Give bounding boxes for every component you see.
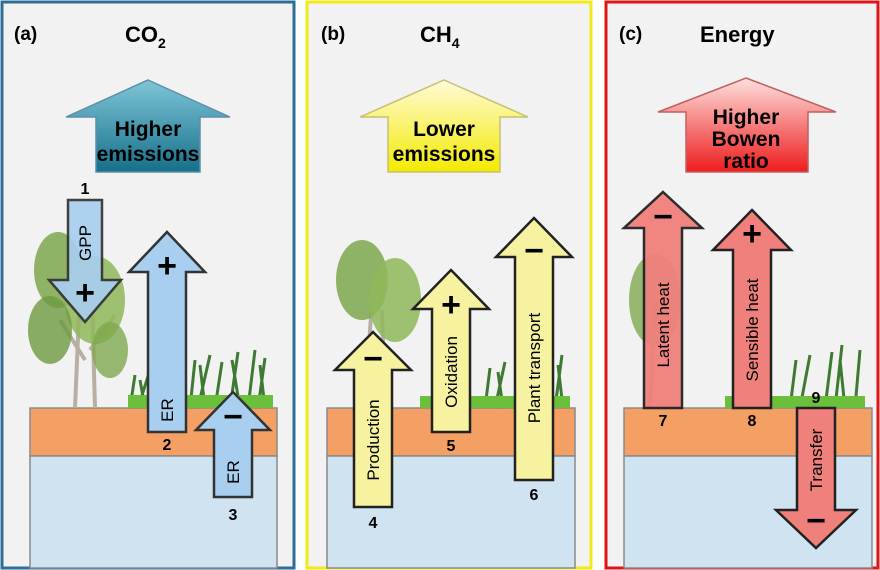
flux-sign: − bbox=[806, 502, 826, 540]
summary-line-2: emissions bbox=[393, 143, 496, 166]
flux-number: 7 bbox=[659, 413, 668, 430]
flux-label: ER bbox=[158, 398, 177, 422]
summary-arrow: Lower emissions bbox=[359, 79, 529, 173]
panel-title: Energy bbox=[700, 22, 775, 47]
tree-illustration bbox=[336, 240, 421, 409]
panel-title: CO2 bbox=[125, 22, 166, 51]
flux-label: Oxidation bbox=[442, 336, 461, 408]
flux-sign: + bbox=[742, 215, 762, 253]
flux-sign: + bbox=[75, 274, 95, 312]
flux-label: Sensible heat bbox=[743, 278, 762, 381]
panel-title: CH4 bbox=[420, 22, 460, 51]
summary-arrow: Higher emissions bbox=[65, 79, 231, 173]
summary-line-2: Bowen bbox=[712, 128, 781, 151]
flux-sign: − bbox=[223, 398, 243, 436]
panel-energy: (c) Energy Higher Bowen ratio − Latent h… bbox=[604, 0, 880, 570]
flux-arrow-plant-transport: − Plant transport 6 bbox=[493, 216, 575, 504]
flux-sign: − bbox=[653, 198, 673, 236]
summary-line-1: Higher bbox=[115, 118, 182, 141]
flux-arrow-production: − Production 4 bbox=[331, 330, 415, 532]
summary-arrow: Higher Bowen ratio bbox=[657, 77, 837, 173]
flux-label: Latent heat bbox=[654, 282, 673, 367]
flux-sign: + bbox=[441, 286, 461, 324]
flux-sign: + bbox=[157, 247, 177, 285]
flux-arrow-oxidation: + Oxidation 5 bbox=[410, 268, 492, 455]
flux-number: 5 bbox=[447, 438, 456, 455]
flux-label: Production bbox=[364, 399, 383, 480]
flux-sign: − bbox=[363, 340, 383, 378]
panel-ch4: (b) CH4 Lower emissions − Production 4 +… bbox=[305, 0, 593, 570]
flux-number: 3 bbox=[229, 507, 238, 524]
flux-arrow-transfer: 9 Transfer − bbox=[772, 390, 860, 550]
summary-line-3: ratio bbox=[723, 150, 769, 173]
flux-arrow-gpp: 1 GPP + bbox=[46, 181, 124, 324]
flux-label: Plant transport bbox=[525, 312, 544, 423]
panel-letter: (b) bbox=[321, 24, 345, 45]
summary-line-1: Lower bbox=[413, 118, 475, 141]
flux-label: GPP bbox=[76, 225, 95, 261]
flux-arrow-er-2: − ER 3 bbox=[193, 390, 273, 524]
panel-letter: (a) bbox=[14, 24, 37, 45]
flux-sign: − bbox=[524, 232, 544, 270]
flux-number: 1 bbox=[81, 181, 90, 198]
flux-label: ER bbox=[224, 460, 243, 484]
flux-arrow-latent-heat: − Latent heat 7 bbox=[620, 190, 706, 430]
flux-number: 6 bbox=[530, 487, 539, 504]
flux-arrow-sensible-heat: + Sensible heat 8 bbox=[710, 208, 794, 430]
flux-number: 8 bbox=[748, 413, 757, 430]
flux-number: 9 bbox=[812, 390, 821, 407]
flux-label: Transfer bbox=[807, 428, 826, 491]
flux-arrow-er-1: + ER 2 bbox=[126, 230, 208, 454]
flux-number: 4 bbox=[369, 515, 378, 532]
summary-line-1: Higher bbox=[713, 106, 780, 129]
summary-line-2: emissions bbox=[97, 143, 200, 166]
panel-co2: (a) CO2 Higher emissions 1 GPP + + ER 2 … bbox=[0, 0, 296, 570]
flux-number: 2 bbox=[163, 437, 172, 454]
panel-letter: (c) bbox=[619, 24, 642, 45]
